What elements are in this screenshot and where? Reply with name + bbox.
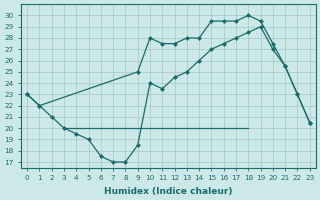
- X-axis label: Humidex (Indice chaleur): Humidex (Indice chaleur): [104, 187, 233, 196]
